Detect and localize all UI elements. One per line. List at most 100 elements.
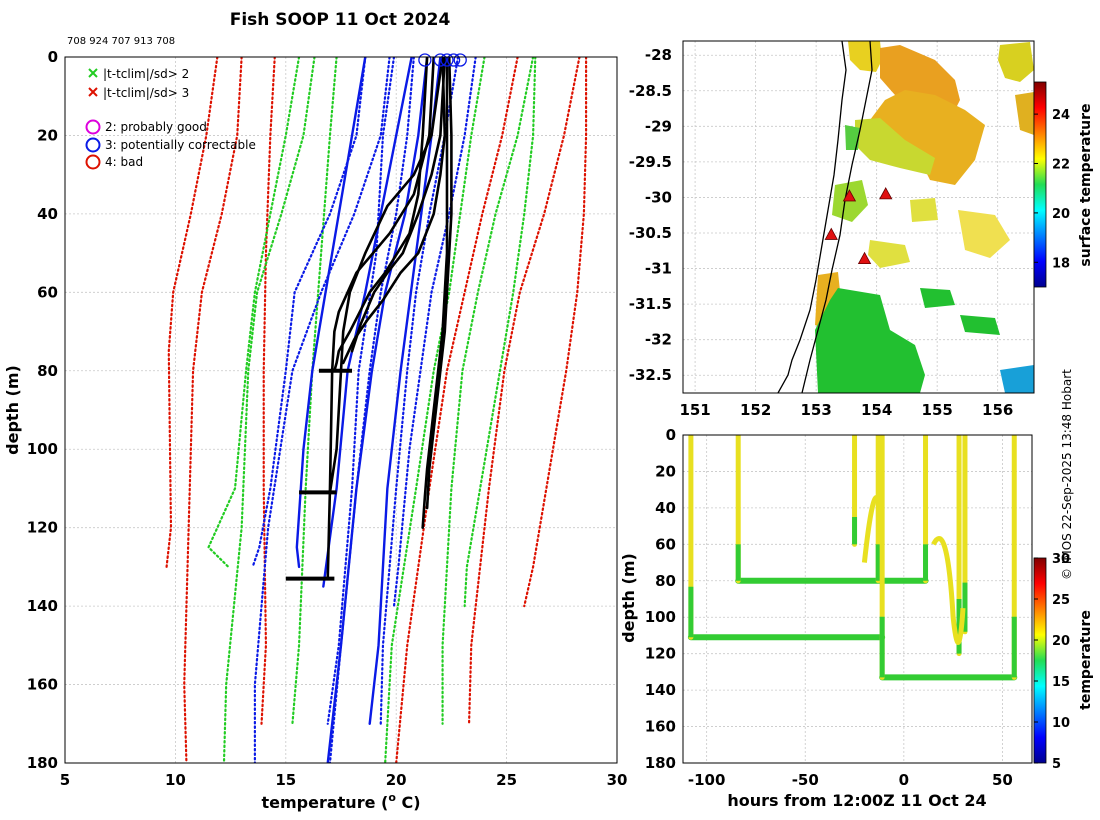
- profile-line-clim-1sd-a: [253, 57, 391, 763]
- depth-time-wiggle-track: [931, 536, 966, 645]
- legend-q3: 3: potentially correctable: [85, 137, 256, 153]
- depth-time-axes-box: [682, 434, 1033, 764]
- profile-xtick-label: 30: [607, 771, 628, 789]
- depth-time-ytick-label: 0: [666, 426, 676, 444]
- map-xtick-label: 153: [800, 401, 831, 419]
- map-colorbar-tick-label: 24: [1052, 108, 1070, 123]
- map-ytick-label: -32: [645, 331, 672, 349]
- temperature-colorbar-label: temperature: [1078, 610, 1094, 710]
- depth-time-ytick-label: 120: [645, 645, 676, 663]
- profile-line-clim-2sd-e: [441, 57, 535, 725]
- profile-xtick-label: 15: [275, 771, 296, 789]
- legend-flag2-label: |t-tclim|/sd> 2: [103, 67, 189, 81]
- profile-line-obs-surface-a: [341, 57, 447, 365]
- depth-time-ylabel: depth (m): [619, 553, 638, 643]
- legend-flag3-label: |t-tclim|/sd> 3: [103, 86, 189, 100]
- station-triangle-icon: [879, 187, 893, 200]
- sst-patch-northeast: [998, 42, 1034, 82]
- sst-patch-yellow-far-east: [958, 210, 1010, 258]
- profile-xtick-label: 20: [386, 771, 407, 789]
- profile-line-clim-1sd-e: [379, 57, 460, 725]
- profile-ytick-label: 20: [37, 126, 58, 144]
- map-colorbar-tick-label: 22: [1052, 158, 1070, 173]
- map-coastline: [777, 41, 847, 393]
- map-xtick-label: 152: [740, 401, 771, 419]
- map-colorbar-ticks: 18 20 22 24: [1034, 108, 1070, 271]
- profile-line-obs-surface-b: [421, 57, 449, 529]
- depth-time-wiggle-track: [861, 494, 883, 563]
- temperature-colorbar-tick-label: 5: [1052, 757, 1061, 772]
- map-ytick-label: -29.5: [629, 153, 672, 171]
- station-triangle-icon: [857, 251, 872, 264]
- profile-surface-circle: [453, 53, 467, 67]
- sst-patch-east: [1015, 92, 1034, 135]
- profile-surface-circle: [433, 53, 448, 67]
- map-xtick-label: 156: [982, 401, 1013, 419]
- legend-q3-label: 3: potentially correctable: [105, 138, 256, 152]
- sst-patch-yellow-east: [910, 198, 938, 222]
- depth-time-ytick-label: 180: [645, 754, 676, 772]
- profile-line-clim-1sd-f: [392, 57, 477, 608]
- profile-xtick-label: 5: [60, 771, 70, 789]
- sst-patch-mixed: [855, 118, 935, 175]
- profile-line-clim-mean-d: [295, 57, 367, 569]
- sst-patch-green-offshore: [920, 288, 955, 308]
- depth-time-tracks: [687, 435, 1018, 681]
- map-ytick-label: -30.5: [629, 224, 672, 242]
- figure-title: Fish SOOP 11 Oct 2024: [229, 10, 451, 30]
- sst-patch-warm-center: [870, 90, 985, 185]
- temperature-colorbar-tick-label: 20: [1052, 634, 1070, 649]
- blue-circle-icon: [85, 137, 101, 153]
- map-colorbar: [1033, 81, 1047, 288]
- profile-line-clim-3sd-c: [260, 57, 276, 725]
- platform-ids: 708 924 707 913 708: [67, 36, 176, 47]
- depth-time-xtick-label: 50: [992, 771, 1013, 789]
- map-stations: [824, 187, 893, 264]
- profile-line-clim-3sd-e: [467, 57, 581, 725]
- profile-line-clim-mean-a: [326, 57, 429, 763]
- legend-flag2: |t-tclim|/sd> 2: [88, 67, 189, 81]
- profile-line-clim-3sd-d: [395, 57, 519, 763]
- profile-line-clim-2sd-f: [463, 57, 537, 608]
- profile-series: [165, 57, 588, 763]
- profile-line-clim-3sd-a: [183, 57, 243, 763]
- profile-ytick-label: 120: [27, 519, 58, 537]
- temperature-colorbar-ticks: 5 10 15 20 25 30: [1034, 552, 1070, 772]
- profile-legend: |t-tclim|/sd> 2 |t-tclim|/sd> 3 2: proba…: [85, 67, 256, 170]
- profile-ytick-label: 180: [27, 754, 58, 772]
- profile-grid: [64, 56, 618, 764]
- profile-ytick-label: 140: [27, 597, 58, 615]
- profile-line-obs-surface-d: [350, 57, 447, 353]
- red-x-icon: [88, 87, 98, 97]
- profile-line-clim-1sd-c: [326, 57, 396, 725]
- map-ytick-label: -31: [645, 260, 672, 278]
- profile-line-clim-1sd-b: [251, 57, 367, 568]
- temperature-colorbar-tick-label: 25: [1052, 593, 1070, 608]
- depth-time-ytick-label: 140: [645, 681, 676, 699]
- sst-patch-yellow-mid: [868, 240, 910, 268]
- profile-ytick-label: 0: [48, 48, 58, 66]
- legend-q4-label: 4: bad: [105, 155, 143, 169]
- depth-time-ytick-label: 100: [645, 608, 676, 626]
- sst-patch-green-offshore-2: [960, 315, 1000, 335]
- depth-time-grid: [683, 434, 1032, 764]
- red-circle-icon: [85, 154, 101, 170]
- profile-surface-circle: [446, 53, 461, 67]
- temperature-colorbar-tick-label: 30: [1052, 552, 1070, 567]
- map-colorbar-tick-label: 20: [1052, 207, 1070, 222]
- map-ytick-label: -28.5: [629, 82, 672, 100]
- depth-time-ytick-label: 160: [645, 718, 676, 736]
- map-ytick-label: -30: [645, 188, 672, 206]
- profile-ytick-label: 160: [27, 676, 58, 694]
- map-ytick-label: -29: [645, 117, 672, 135]
- map-ytick-label: -28: [645, 46, 672, 64]
- station-triangle-icon: [824, 227, 838, 240]
- profile-ytick-label: 60: [37, 283, 58, 301]
- profile-line-clim-3sd-b: [165, 57, 219, 568]
- temperature-colorbar: [1033, 557, 1047, 764]
- profile-line-obs-133m: [326, 57, 436, 580]
- map-depth-contour: [801, 41, 873, 393]
- depth-time-ticks: -100 -50 0 50 0 20 40 60 80 100 120 140 160 180: [645, 426, 1013, 789]
- profile-ytick-label: 100: [27, 440, 58, 458]
- profile-xtick-label: 10: [165, 771, 186, 789]
